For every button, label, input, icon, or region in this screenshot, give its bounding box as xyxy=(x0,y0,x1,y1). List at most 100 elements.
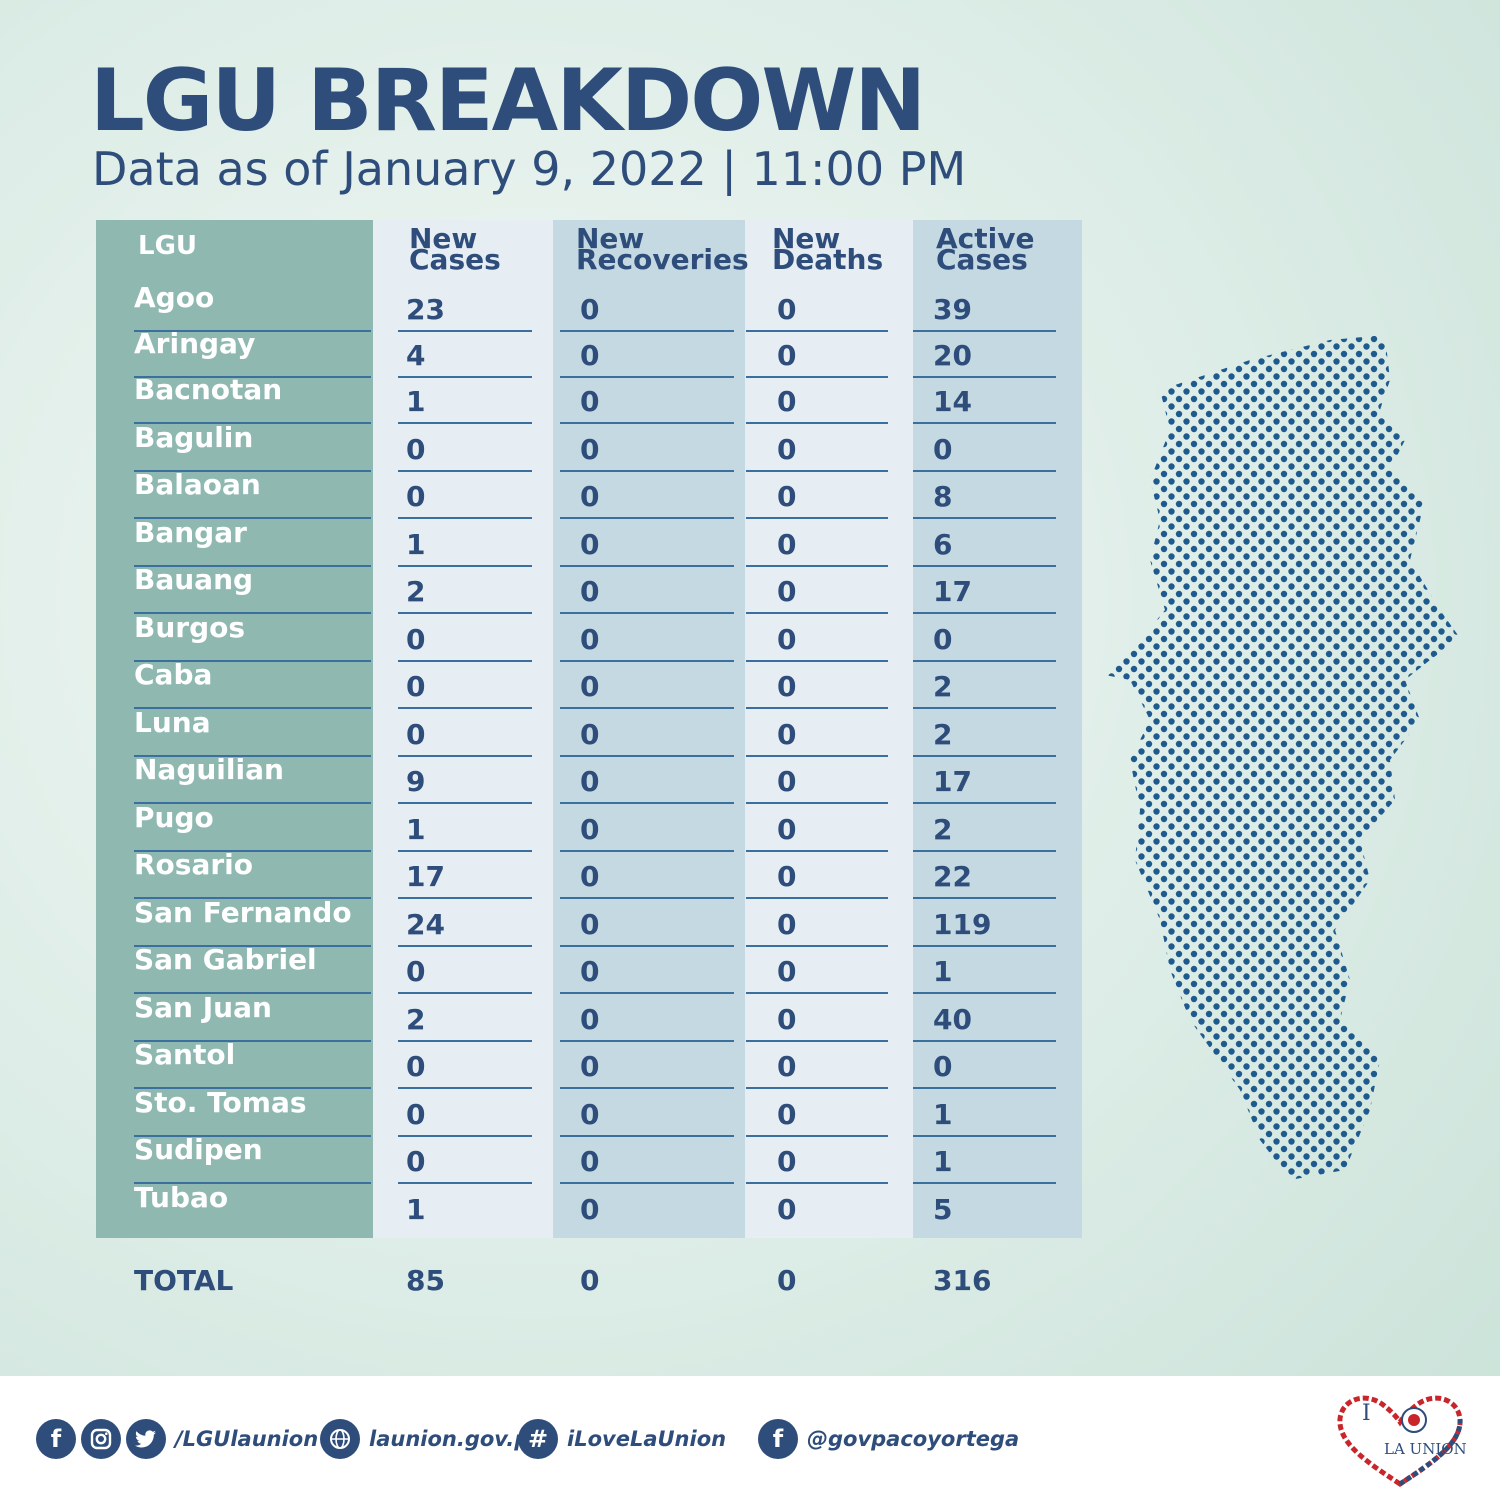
social-group-web: launion.gov.ph xyxy=(320,1418,544,1460)
new-recoveries-value: 0 xyxy=(580,1145,600,1178)
row-divider xyxy=(746,707,888,709)
active-cases-value: 0 xyxy=(933,1050,953,1083)
website-link[interactable]: launion.gov.ph xyxy=(369,1427,545,1451)
new-cases-value: 17 xyxy=(406,860,445,893)
lgu-name: Tubao xyxy=(134,1181,229,1214)
row-divider xyxy=(398,612,532,614)
new-deaths-value: 0 xyxy=(777,385,797,418)
active-cases-value: 40 xyxy=(933,1003,972,1036)
table-row: San Juan 2 0 0 40 xyxy=(0,994,1100,1044)
row-divider xyxy=(398,1135,532,1137)
row-divider xyxy=(134,945,371,947)
active-cases-value: 6 xyxy=(933,528,953,561)
row-divider xyxy=(134,330,371,332)
row-divider xyxy=(913,612,1056,614)
logo-i-text: I xyxy=(1362,1401,1371,1426)
row-divider xyxy=(746,470,888,472)
hashtag-text[interactable]: iLoveLaUnion xyxy=(567,1427,727,1451)
new-recoveries-value: 0 xyxy=(580,955,600,988)
row-divider xyxy=(913,470,1056,472)
web-icon[interactable] xyxy=(320,1419,360,1459)
row-divider xyxy=(560,897,734,899)
row-divider xyxy=(560,565,734,567)
row-divider xyxy=(560,330,734,332)
new-cases-value: 0 xyxy=(406,718,426,751)
governor-handle[interactable]: @govpacoyortega xyxy=(807,1427,1020,1451)
new-deaths-value: 0 xyxy=(777,1003,797,1036)
row-divider xyxy=(560,1087,734,1089)
new-recoveries-value: 0 xyxy=(580,1003,600,1036)
new-cases-value: 1 xyxy=(406,813,426,846)
new-cases-value: 0 xyxy=(406,955,426,988)
new-deaths-value: 0 xyxy=(777,1145,797,1178)
active-cases-value: 1 xyxy=(933,1098,953,1131)
lgu-name: Aringay xyxy=(134,327,256,360)
row-divider xyxy=(398,517,532,519)
row-divider xyxy=(746,1040,888,1042)
row-divider xyxy=(398,850,532,852)
row-divider xyxy=(746,802,888,804)
logo-la-union-text: LA UNION xyxy=(1384,1440,1467,1458)
new-recoveries-value: 0 xyxy=(580,433,600,466)
row-divider xyxy=(746,660,888,662)
instagram-icon[interactable] xyxy=(81,1419,121,1459)
table-row: Pugo 1 0 0 2 xyxy=(0,804,1100,854)
table-row: Aringay 4 0 0 20 xyxy=(0,330,1100,380)
row-divider xyxy=(560,945,734,947)
active-cases-value: 17 xyxy=(933,765,972,798)
row-divider xyxy=(746,1182,888,1184)
new-cases-value: 0 xyxy=(406,433,426,466)
row-divider xyxy=(398,422,532,424)
active-cases-value: 2 xyxy=(933,670,953,703)
header-new-deaths: New Deaths xyxy=(772,222,884,276)
row-divider xyxy=(560,422,734,424)
row-divider xyxy=(746,992,888,994)
new-recoveries-value: 0 xyxy=(580,339,600,372)
new-deaths-value: 0 xyxy=(777,765,797,798)
total-new-recoveries: 0 xyxy=(580,1264,600,1297)
table-row: Bacnotan 1 0 0 14 xyxy=(0,376,1100,426)
row-divider xyxy=(398,897,532,899)
new-deaths-value: 0 xyxy=(777,528,797,561)
twitter-icon[interactable] xyxy=(126,1419,166,1459)
new-deaths-value: 0 xyxy=(777,1050,797,1083)
new-cases-value: 0 xyxy=(406,480,426,513)
row-divider xyxy=(398,1087,532,1089)
row-divider xyxy=(913,992,1056,994)
new-cases-value: 2 xyxy=(406,1003,426,1036)
table-row: San Fernando 24 0 0 119 xyxy=(0,899,1100,949)
lgu-name: Caba xyxy=(134,658,213,691)
total-label: TOTAL xyxy=(134,1264,234,1297)
new-recoveries-value: 0 xyxy=(580,718,600,751)
row-divider xyxy=(398,992,532,994)
new-recoveries-value: 0 xyxy=(580,860,600,893)
row-divider xyxy=(134,1040,371,1042)
new-recoveries-value: 0 xyxy=(580,480,600,513)
lgu-name: Sto. Tomas xyxy=(134,1086,307,1119)
new-cases-value: 23 xyxy=(406,293,445,326)
lgu-name: San Fernando xyxy=(134,896,352,929)
active-cases-value: 0 xyxy=(933,623,953,656)
row-divider xyxy=(746,755,888,757)
row-divider xyxy=(398,755,532,757)
new-deaths-value: 0 xyxy=(777,293,797,326)
new-cases-value: 0 xyxy=(406,1050,426,1083)
hashtag-icon[interactable]: # xyxy=(518,1419,558,1459)
facebook-icon[interactable]: f xyxy=(758,1419,798,1459)
row-divider xyxy=(398,1182,532,1184)
lgu-name: San Gabriel xyxy=(134,943,317,976)
row-divider xyxy=(560,660,734,662)
row-divider xyxy=(746,517,888,519)
lgu-name: Bacnotan xyxy=(134,373,283,406)
facebook-icon[interactable]: f xyxy=(36,1419,76,1459)
active-cases-value: 119 xyxy=(933,908,992,941)
row-divider xyxy=(913,897,1056,899)
new-recoveries-value: 0 xyxy=(580,670,600,703)
new-cases-value: 1 xyxy=(406,528,426,561)
new-cases-value: 0 xyxy=(406,623,426,656)
row-divider xyxy=(134,612,371,614)
row-divider xyxy=(560,612,734,614)
lgu-handle[interactable]: /LGUlaunion xyxy=(175,1427,319,1451)
row-divider xyxy=(398,565,532,567)
row-divider xyxy=(560,470,734,472)
